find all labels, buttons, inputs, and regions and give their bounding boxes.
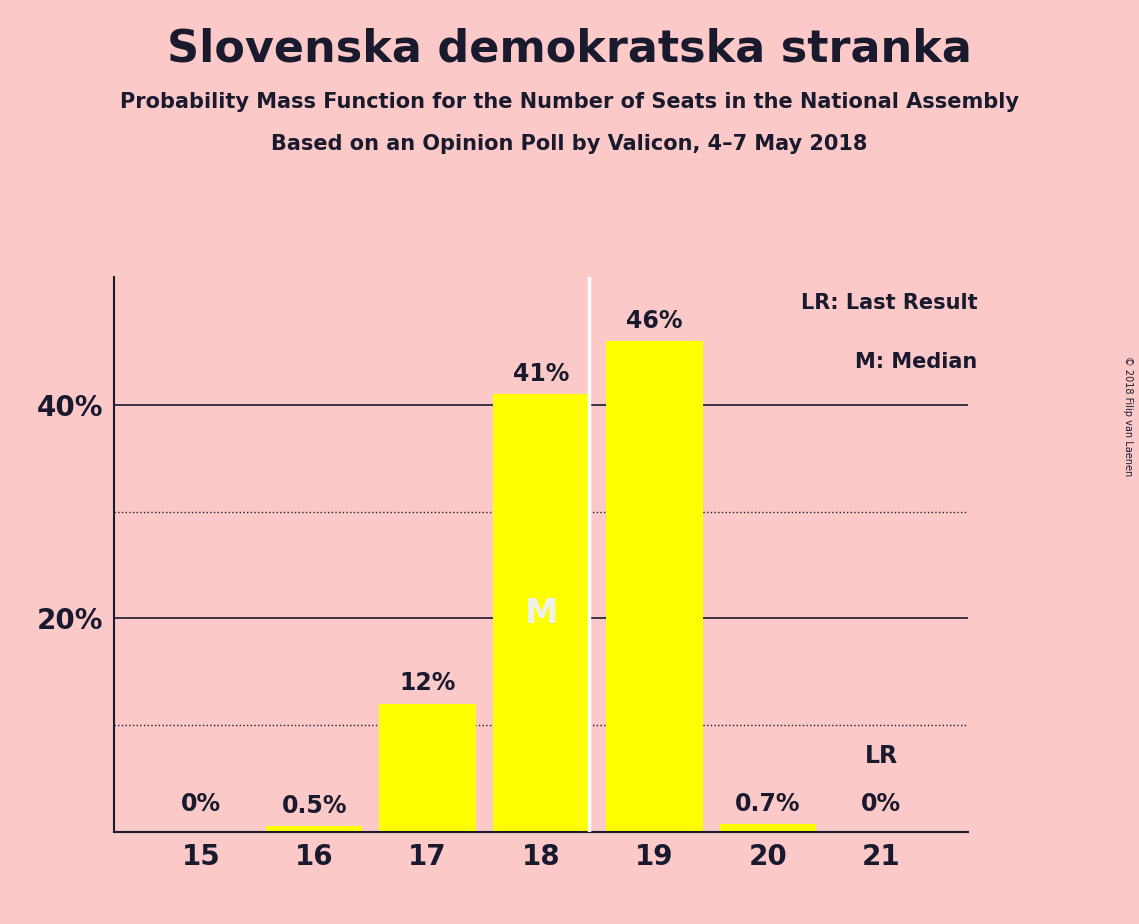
Text: LR: Last Result: LR: Last Result [801,293,977,313]
Bar [720,824,816,832]
Text: 41%: 41% [513,362,570,386]
Text: 0%: 0% [861,792,901,816]
Text: © 2018 Filip van Laenen: © 2018 Filip van Laenen [1123,356,1133,476]
Text: 12%: 12% [400,671,456,695]
Text: Slovenska demokratska stranka: Slovenska demokratska stranka [167,28,972,71]
Text: Based on an Opinion Poll by Valicon, 4–7 May 2018: Based on an Opinion Poll by Valicon, 4–7… [271,134,868,154]
Bar [493,395,589,832]
Text: 0%: 0% [181,792,221,816]
Text: M: M [524,597,558,629]
Text: 0.7%: 0.7% [735,792,801,816]
Text: LR: LR [865,744,898,768]
Bar [606,341,703,832]
Text: 46%: 46% [626,309,682,333]
Text: Probability Mass Function for the Number of Seats in the National Assembly: Probability Mass Function for the Number… [120,92,1019,113]
Text: M: Median: M: Median [855,352,977,371]
Bar [379,704,476,832]
Text: 0.5%: 0.5% [281,794,347,818]
Bar [267,826,362,832]
